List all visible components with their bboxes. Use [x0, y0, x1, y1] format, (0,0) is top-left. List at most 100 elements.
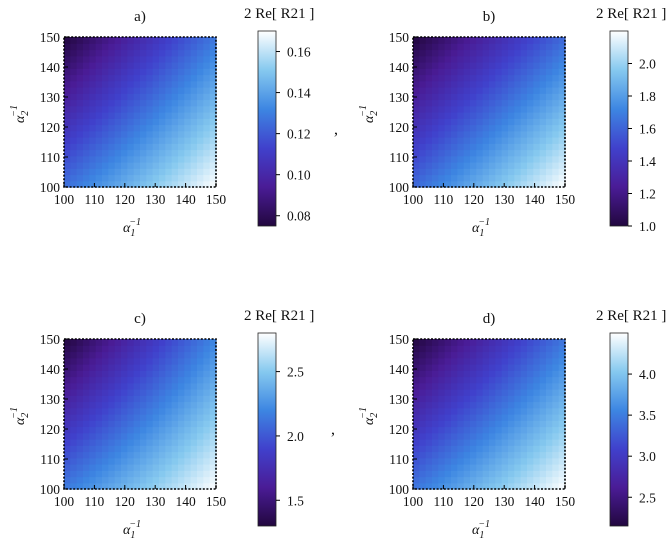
heatmap-cell [171, 124, 179, 132]
heatmap-cell [508, 345, 515, 353]
heatmap-cell [178, 180, 185, 188]
heatmap-cell [552, 124, 560, 132]
heatmap-cell [146, 420, 154, 428]
heatmap-cell [146, 482, 154, 490]
heatmap-cell [457, 49, 465, 57]
heatmap-cell [70, 464, 78, 471]
heatmap-cell [209, 143, 217, 151]
heatmap-cell [127, 345, 135, 353]
heatmap-cell [508, 68, 515, 76]
heatmap-cell [558, 118, 566, 126]
heatmap-cell [470, 149, 477, 157]
heatmap-cell [444, 62, 452, 69]
heatmap-cell [489, 143, 496, 151]
heatmap-cell [501, 351, 509, 359]
heatmap-cell [438, 168, 446, 176]
heatmap-cell [108, 137, 116, 144]
heatmap-cell [114, 382, 122, 390]
heatmap-cell [64, 464, 71, 471]
heatmap-cell [476, 68, 484, 76]
heatmap-cell [413, 470, 420, 478]
heatmap-cell [146, 93, 154, 101]
heatmap-cell [171, 105, 179, 113]
heatmap-cell [451, 389, 458, 396]
heatmap-cell [495, 74, 503, 82]
heatmap-cell [451, 426, 458, 434]
heatmap-cell [546, 43, 553, 51]
heatmap-cell [171, 80, 179, 88]
heatmap-cell [533, 370, 541, 378]
heatmap-cell [146, 389, 154, 396]
y-tick-label: 130 [40, 90, 61, 105]
heatmap-cell [495, 143, 503, 151]
heatmap-cell [419, 93, 427, 101]
heatmap-cell [190, 470, 198, 478]
heatmap-cell [70, 55, 78, 63]
heatmap-cell [558, 162, 566, 169]
heatmap-cell [501, 49, 509, 57]
heatmap-cell [108, 143, 116, 151]
heatmap-cell [470, 464, 477, 471]
heatmap-cell [159, 401, 166, 409]
heatmap-cell [171, 464, 179, 471]
heatmap-cell [495, 93, 503, 101]
heatmap-cell [133, 351, 141, 359]
heatmap-cell [419, 357, 427, 365]
heatmap-cell [514, 464, 522, 471]
heatmap-cell [482, 439, 490, 446]
heatmap-cell [432, 382, 439, 390]
heatmap-cell [165, 174, 173, 182]
heatmap-cell [508, 49, 515, 57]
heatmap-cell [470, 407, 477, 415]
heatmap-cell [127, 93, 135, 101]
heatmap-cell [108, 339, 116, 346]
heatmap-cell [140, 395, 147, 403]
heatmap-cell [121, 470, 128, 478]
heatmap-cell [197, 445, 204, 453]
heatmap-cell [451, 180, 458, 188]
heatmap-cell [501, 93, 509, 101]
heatmap-cell [444, 482, 452, 490]
colorbar-tick-label: 2.0 [287, 429, 304, 444]
heatmap-cell [489, 470, 496, 478]
heatmap-cell [451, 407, 458, 415]
heatmap-cell [489, 168, 496, 176]
heatmap-cell [64, 49, 71, 57]
heatmap-cell [527, 99, 534, 107]
heatmap-cell [209, 180, 217, 188]
heatmap-cell [552, 339, 560, 346]
heatmap-cell [457, 395, 465, 403]
svg-text:α1−1: α1−1 [472, 217, 490, 239]
heatmap-cell [89, 401, 97, 409]
heatmap-cell [70, 345, 78, 353]
heatmap-cell [127, 451, 135, 459]
heatmap-cell [438, 364, 446, 371]
heatmap-cell [539, 476, 547, 484]
heatmap-cell [476, 451, 484, 459]
heatmap-cell [546, 68, 553, 76]
heatmap-cell [76, 339, 84, 346]
heatmap-cell [190, 370, 198, 378]
heatmap-cell [114, 401, 122, 409]
heatmap-cell [539, 414, 547, 421]
heatmap-cell [89, 357, 97, 365]
heatmap-cell [108, 476, 116, 484]
heatmap-cell [533, 432, 541, 440]
heatmap-cell [501, 345, 509, 353]
heatmap-cell [476, 124, 484, 132]
heatmap-cell [539, 174, 547, 182]
heatmap-cell [419, 426, 427, 434]
heatmap-cell [114, 432, 122, 440]
heatmap-cell [546, 345, 553, 353]
heatmap-cell [108, 389, 116, 396]
heatmap-cell [419, 149, 427, 157]
heatmap-cell [495, 49, 503, 57]
heatmap-cell [463, 382, 471, 390]
svg-text:α2−1: α2−1 [358, 407, 380, 425]
heatmap-cell [190, 389, 198, 396]
heatmap-cell [419, 345, 427, 353]
heatmap-cell [121, 162, 128, 169]
heatmap-cell [152, 457, 160, 465]
heatmap-cell [457, 414, 465, 421]
heatmap-cell [476, 130, 484, 138]
